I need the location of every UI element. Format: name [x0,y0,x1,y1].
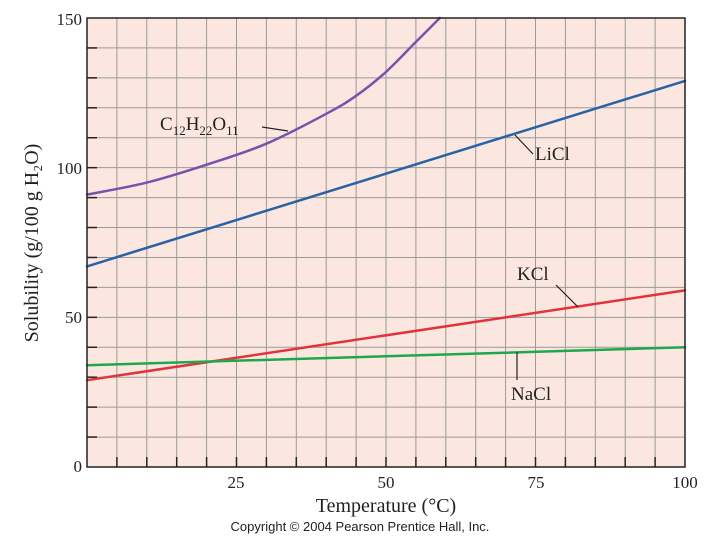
kcl-leader-line [555,284,579,308]
axis-ticks [87,47,656,467]
plot-frame [86,17,686,468]
series-line-licl [85,79,687,268]
copyright-notice: Copyright © 2004 Pearson Prentice Hall, … [230,519,490,534]
y-tick-label-50: 50 [65,308,82,327]
y-axis-title: Solubility (g/100 g H₂O) [21,144,43,343]
series-line-kcl [85,289,687,382]
x-tick-label-100: 100 [672,473,698,492]
licl-label: LiCl [535,144,570,165]
nacl-label: NaCl [511,384,551,405]
sucrose-label: C12H22O11 [160,114,239,138]
x-tick-label-50: 50 [378,473,395,492]
y-tick-label-150: 150 [57,10,83,29]
grid-lines [87,18,685,467]
x-tick-label-25: 25 [228,473,245,492]
y-tick-label-0: 0 [74,457,83,476]
y-tick-label-100: 100 [57,159,83,178]
licl-leader-line [514,134,534,155]
series-line-nacl [85,346,687,367]
series-lines [85,16,687,382]
series-line-c12h22o11 [85,16,442,196]
kcl-label: KCl [517,264,549,285]
x-tick-label-75: 75 [528,473,545,492]
x-axis-title: Temperature (°C) [316,495,456,517]
sucrose-leader-line [261,126,289,132]
